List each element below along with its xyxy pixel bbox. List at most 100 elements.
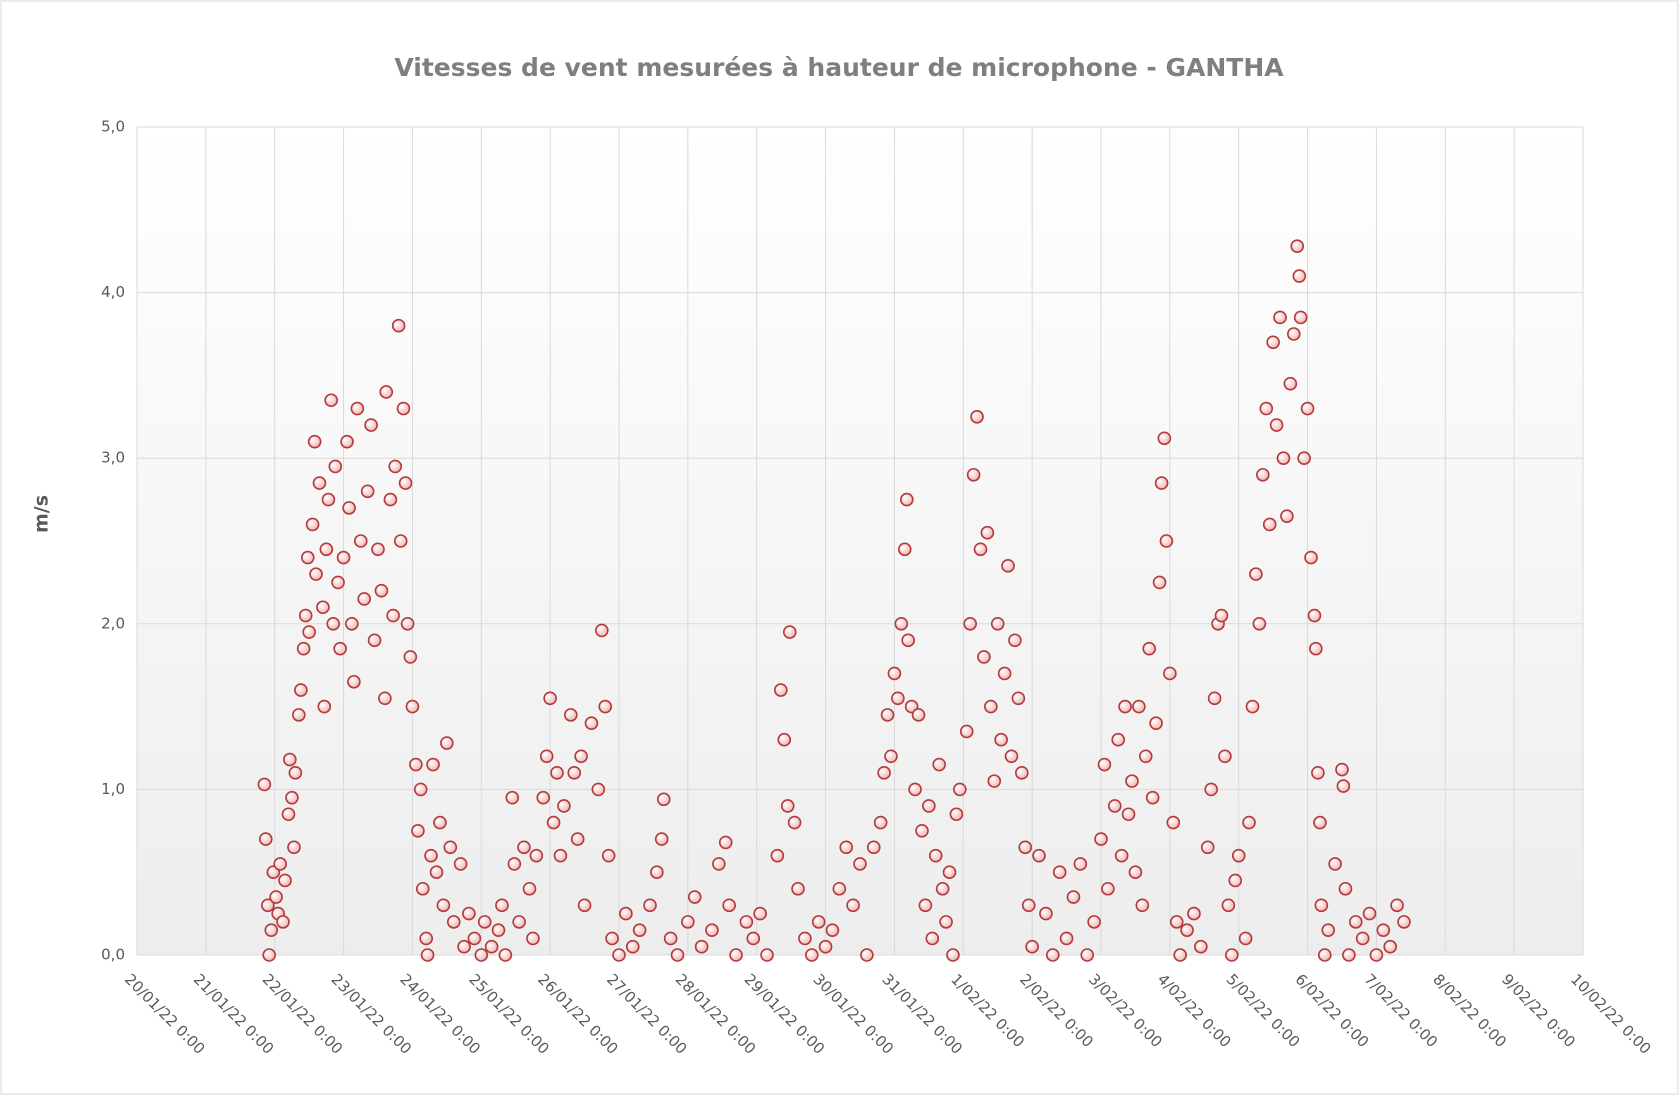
point <box>1287 327 1301 341</box>
point <box>443 840 458 855</box>
point <box>818 939 833 954</box>
point <box>1194 939 1208 954</box>
point <box>1152 575 1167 590</box>
point <box>413 782 428 797</box>
point <box>1252 616 1267 631</box>
point <box>973 542 988 557</box>
point <box>396 401 411 416</box>
point <box>411 823 425 838</box>
point <box>1128 865 1143 880</box>
point <box>269 890 283 904</box>
point <box>1259 401 1274 416</box>
point <box>963 616 977 631</box>
point <box>729 948 743 962</box>
point <box>319 542 334 557</box>
point <box>942 865 957 880</box>
point <box>1011 691 1026 706</box>
point <box>1292 269 1307 283</box>
point <box>804 948 819 962</box>
point <box>574 749 588 764</box>
point <box>632 923 647 937</box>
point <box>364 418 378 432</box>
point <box>1142 641 1156 656</box>
point <box>1039 906 1053 921</box>
point <box>990 616 1005 631</box>
point <box>336 550 351 565</box>
point <box>605 931 619 946</box>
point <box>419 931 434 946</box>
point <box>378 691 392 706</box>
point <box>915 823 929 838</box>
point <box>966 467 981 482</box>
point <box>360 484 375 499</box>
point <box>457 939 471 954</box>
point <box>1032 848 1046 863</box>
point <box>1097 757 1112 772</box>
point <box>1145 790 1160 805</box>
point <box>1362 906 1377 921</box>
point <box>467 931 482 946</box>
point <box>908 782 922 797</box>
point <box>491 923 506 937</box>
point <box>1313 815 1327 830</box>
point <box>386 608 400 623</box>
point <box>1269 418 1284 432</box>
point <box>612 948 626 962</box>
point <box>1214 608 1229 623</box>
point <box>526 931 540 946</box>
point <box>1256 467 1270 482</box>
point <box>1149 716 1163 730</box>
point <box>1135 898 1150 913</box>
y-tick-label: 5,0 <box>101 118 125 136</box>
point <box>932 757 946 772</box>
point <box>787 815 802 830</box>
point <box>1187 906 1201 921</box>
point <box>1154 476 1169 490</box>
point <box>594 623 609 638</box>
point <box>718 835 733 850</box>
point <box>367 633 382 648</box>
point <box>953 782 967 797</box>
point <box>811 915 826 929</box>
point <box>317 699 332 714</box>
point <box>670 948 685 962</box>
point <box>1228 873 1243 888</box>
point <box>383 492 398 507</box>
point <box>415 881 430 896</box>
point <box>273 857 288 871</box>
point <box>1369 948 1384 962</box>
point <box>598 699 613 714</box>
point <box>1238 931 1253 946</box>
plot-area <box>137 127 1583 955</box>
point <box>298 608 313 623</box>
y-tick-label: 3,0 <box>101 449 125 467</box>
points <box>257 239 1411 962</box>
point <box>409 757 423 772</box>
point <box>601 848 616 863</box>
point <box>292 708 306 722</box>
point <box>928 848 943 863</box>
point <box>420 948 435 962</box>
point <box>371 542 385 557</box>
point <box>900 492 914 507</box>
point <box>388 459 403 474</box>
point <box>712 857 726 871</box>
point <box>543 691 557 706</box>
point <box>258 832 273 846</box>
point <box>1321 923 1336 937</box>
point <box>922 799 936 813</box>
point <box>1169 915 1184 929</box>
point <box>1338 881 1353 896</box>
point <box>722 898 736 913</box>
point <box>1207 691 1222 706</box>
point <box>884 749 898 764</box>
point <box>570 832 585 846</box>
point <box>1125 774 1139 788</box>
point <box>939 915 953 929</box>
point <box>1355 931 1370 946</box>
point <box>591 782 606 797</box>
point <box>309 567 323 581</box>
point <box>495 898 509 913</box>
point <box>287 840 301 855</box>
point <box>1157 431 1172 446</box>
